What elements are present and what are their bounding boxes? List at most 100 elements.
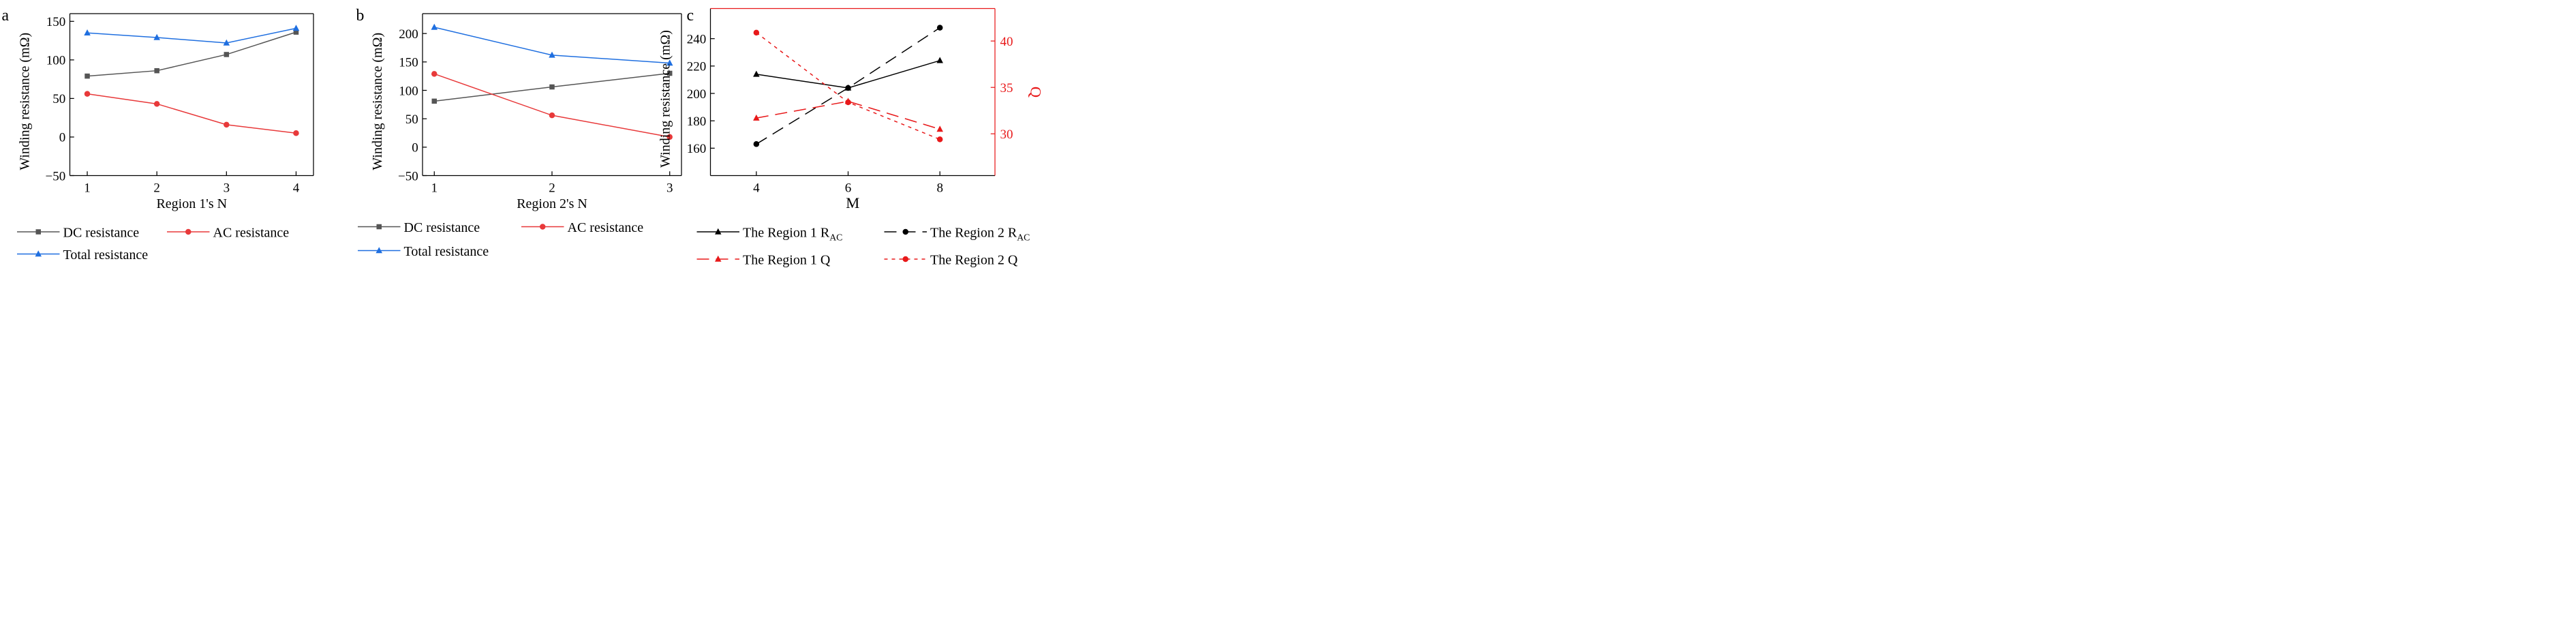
legend-marker — [902, 256, 908, 263]
y2-axis-label: Q — [1028, 87, 1045, 98]
x-tick-label: 6 — [845, 181, 852, 195]
legend-label: The Region 1 RAC — [743, 226, 842, 243]
legend: DC resistance AC resistance Total resistan… — [358, 220, 643, 259]
y-axis-label: Winding resistance (mΩ) — [18, 33, 33, 170]
data-point — [936, 57, 943, 63]
legend-item: DC resistance — [358, 220, 480, 235]
legend-label: The Region 2 Q — [930, 253, 1018, 268]
legend-item: Total resistance — [358, 244, 489, 259]
panel-letter: a — [2, 7, 10, 25]
legend-item: The Region 2 RAC — [884, 226, 1030, 243]
data-point — [845, 99, 851, 106]
y2-tick-label: 35 — [1000, 81, 1013, 95]
y-tick-label: 220 — [687, 60, 707, 74]
y-tick-label: 100 — [46, 54, 66, 68]
legend-label: Total resistance — [404, 244, 489, 259]
data-point — [84, 29, 91, 36]
data-point — [845, 85, 851, 91]
panel-c: c 160 180 200 220 240 4 6 8 30 35 40 Q M Winding resis… — [658, 7, 1045, 268]
data-point — [753, 114, 760, 121]
data-point — [223, 39, 230, 46]
legend-item: DC resistance — [17, 226, 139, 241]
x-tick-label: 1 — [84, 181, 91, 195]
data-point — [293, 29, 299, 35]
panel-letter: c — [687, 7, 694, 25]
y-tick-label: 180 — [687, 115, 707, 129]
legend: DC resistance AC resistance Total resistan… — [17, 226, 289, 263]
panel-letter: b — [356, 7, 365, 25]
data-point — [753, 141, 760, 147]
y-tick-label: 200 — [687, 87, 707, 102]
y2-tick-label: 30 — [1000, 128, 1013, 142]
data-point — [549, 112, 555, 119]
legend-item: The Region 2 Q — [884, 253, 1018, 268]
panel-a: a −50 0 50 100 150 1 2 3 4 Region 1's N Winding res… — [2, 7, 314, 263]
data-point — [224, 121, 230, 128]
legend-item: The Region 1 Q — [696, 253, 831, 268]
x-tick-label: 4 — [753, 181, 760, 195]
series-line-1 — [434, 73, 670, 138]
x-tick-label: 3 — [224, 181, 230, 195]
y-tick-label: 240 — [687, 32, 707, 46]
y-axis-label: Winding resistance (mΩ) — [370, 33, 385, 170]
legend-marker — [35, 229, 41, 235]
legend-marker — [715, 228, 722, 235]
legend-marker — [185, 228, 191, 235]
y-tick-label: −50 — [398, 169, 418, 183]
data-point — [936, 25, 943, 31]
legend-marker — [902, 228, 908, 235]
data-point — [431, 23, 438, 30]
series-line-2 — [756, 100, 940, 130]
x-tick-label: 2 — [153, 181, 160, 195]
legend-item: The Region 1 RAC — [696, 226, 842, 243]
legend-marker — [376, 224, 382, 230]
y-tick-label: 150 — [399, 56, 418, 70]
data-point — [85, 73, 90, 79]
legend-label: DC resistance — [63, 226, 140, 241]
y-tick-label: 160 — [687, 142, 707, 156]
legend-marker — [540, 224, 546, 230]
x-tick-label: 1 — [431, 181, 438, 195]
legend-label: Total resistance — [63, 248, 149, 263]
y-axis-label: Winding resistance (mΩ) — [658, 30, 673, 168]
series-line-1 — [87, 93, 296, 134]
data-point — [549, 51, 555, 58]
legend-label: The Region 2 RAC — [930, 226, 1030, 243]
y-tick-label: 50 — [52, 92, 65, 106]
data-point — [154, 68, 159, 74]
y-tick-label: 50 — [405, 113, 418, 127]
data-point — [431, 98, 438, 104]
x-tick-label: 2 — [549, 181, 555, 195]
legend-item: AC resistance — [167, 226, 289, 241]
data-point — [293, 130, 299, 136]
series-line-0 — [756, 60, 940, 89]
series-line-0 — [87, 31, 296, 77]
data-point — [292, 25, 300, 31]
data-point — [936, 125, 943, 132]
data-point — [549, 84, 555, 90]
x-tick-label: 3 — [666, 181, 673, 195]
data-point — [153, 33, 160, 40]
y2-tick-label: 40 — [1000, 35, 1013, 49]
data-point — [666, 59, 673, 66]
y-tick-label: 200 — [399, 27, 418, 42]
x-axis-label: Region 1's N — [156, 196, 227, 211]
data-point — [153, 101, 160, 107]
data-point — [753, 70, 760, 77]
legend-marker — [375, 247, 382, 254]
x-axis-label: M — [846, 194, 859, 211]
legend-marker — [35, 250, 42, 257]
y-tick-label: 0 — [412, 141, 418, 155]
data-point — [224, 52, 230, 57]
legend-label: AC resistance — [213, 226, 290, 241]
y-tick-label: 150 — [46, 15, 66, 29]
panel-b: b −50 0 50 100 150 200 1 2 3 Region 2's N Winding r… — [356, 7, 682, 259]
legend-label: AC resistance — [568, 220, 644, 235]
legend-marker — [715, 255, 722, 262]
legend-label: DC resistance — [404, 220, 480, 235]
series-line-2 — [434, 27, 670, 64]
data-point — [431, 71, 438, 77]
legend-item: AC resistance — [521, 220, 643, 235]
data-point — [936, 136, 943, 143]
